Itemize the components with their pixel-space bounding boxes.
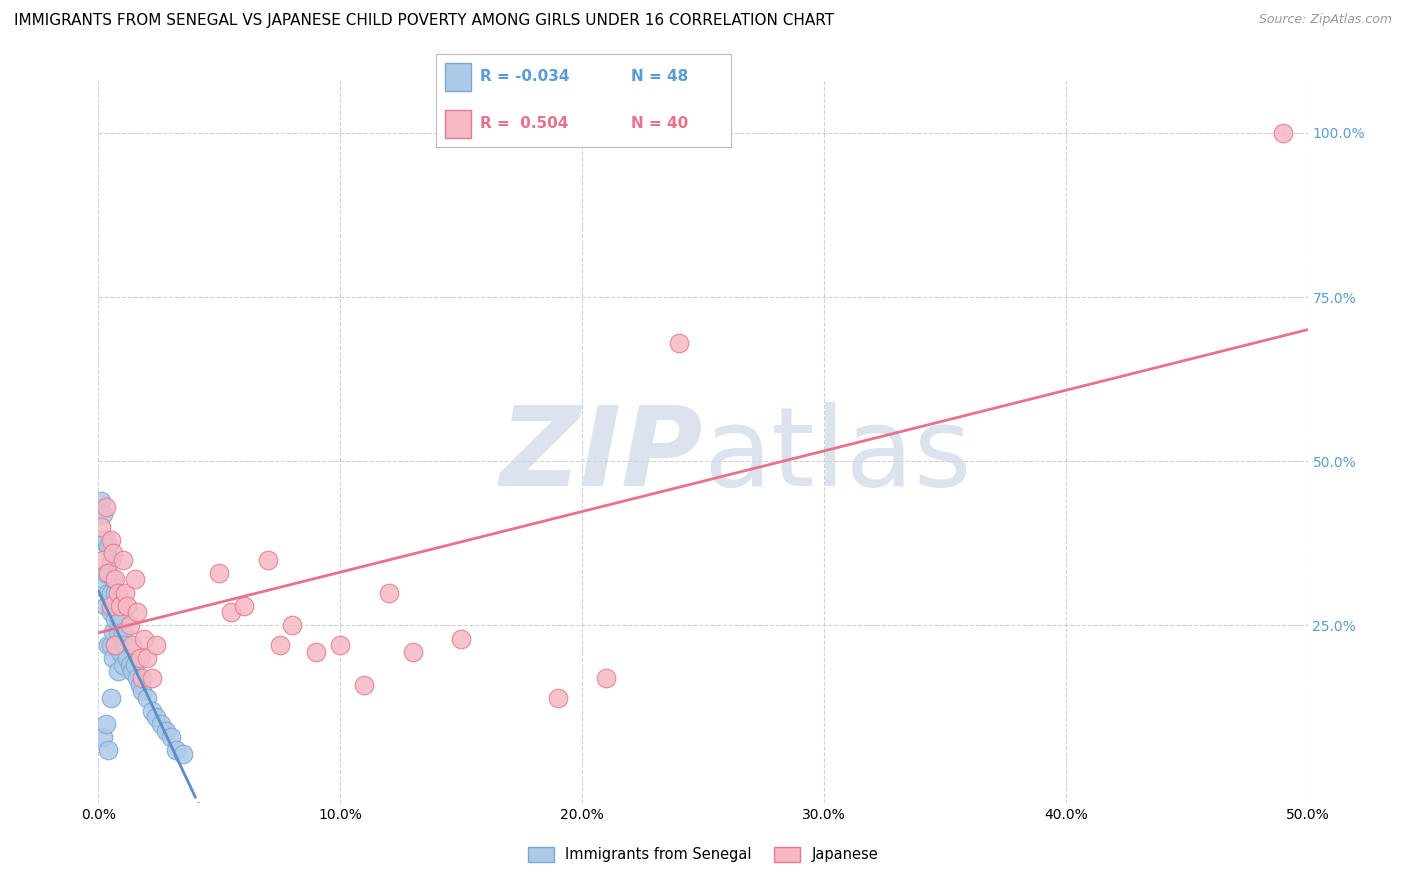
- Point: [94, 566, 117, 580]
- Point: [107, 625, 129, 640]
- Point: [97, 743, 120, 757]
- Point: [305, 645, 328, 659]
- Text: R = -0.034: R = -0.034: [481, 70, 569, 85]
- Point: [91, 507, 114, 521]
- Point: [91, 730, 114, 744]
- Point: [90, 493, 112, 508]
- Point: [100, 605, 122, 619]
- Point: [101, 546, 124, 560]
- Legend: Immigrants from Senegal, Japanese: Immigrants from Senegal, Japanese: [522, 841, 884, 868]
- Point: [97, 540, 120, 554]
- Text: N = 48: N = 48: [631, 70, 688, 85]
- Point: [329, 638, 352, 652]
- Text: Source: ZipAtlas.com: Source: ZipAtlas.com: [1258, 13, 1392, 27]
- Text: N = 40: N = 40: [631, 116, 688, 131]
- Point: [131, 671, 153, 685]
- Point: [353, 677, 375, 691]
- Point: [128, 651, 150, 665]
- Bar: [444, 63, 471, 91]
- Point: [150, 717, 173, 731]
- Point: [281, 618, 304, 632]
- Point: [97, 585, 120, 599]
- Point: [100, 585, 122, 599]
- Text: R =  0.504: R = 0.504: [481, 116, 568, 131]
- Point: [145, 710, 167, 724]
- Point: [104, 573, 127, 587]
- Point: [90, 533, 112, 547]
- Point: [108, 599, 131, 613]
- Point: [101, 625, 124, 640]
- Point: [100, 638, 122, 652]
- Point: [97, 566, 120, 580]
- Point: [90, 520, 112, 534]
- Point: [172, 747, 194, 761]
- Point: [104, 638, 127, 652]
- Point: [208, 566, 231, 580]
- Point: [128, 677, 150, 691]
- Point: [131, 684, 153, 698]
- Point: [117, 599, 139, 613]
- Point: [1272, 126, 1295, 140]
- Point: [124, 657, 146, 672]
- Point: [117, 651, 139, 665]
- Point: [377, 585, 399, 599]
- Point: [135, 690, 157, 705]
- Point: [127, 671, 149, 685]
- Point: [91, 553, 114, 567]
- Point: [232, 599, 254, 613]
- Point: [94, 500, 117, 515]
- Point: [111, 657, 134, 672]
- Point: [118, 618, 141, 632]
- Point: [94, 717, 117, 731]
- Bar: [444, 110, 471, 138]
- Point: [160, 730, 183, 744]
- Point: [121, 665, 143, 679]
- Point: [450, 632, 472, 646]
- Point: [118, 657, 141, 672]
- Point: [124, 573, 146, 587]
- Point: [101, 573, 124, 587]
- Point: [108, 645, 131, 659]
- Point: [94, 599, 117, 613]
- Point: [547, 690, 569, 705]
- Point: [94, 533, 117, 547]
- Point: [114, 638, 136, 652]
- Point: [104, 612, 127, 626]
- Point: [100, 690, 122, 705]
- Point: [100, 599, 122, 613]
- Point: [221, 605, 243, 619]
- Point: [668, 336, 690, 351]
- Point: [595, 671, 617, 685]
- Point: [256, 553, 278, 567]
- Point: [108, 612, 131, 626]
- Point: [127, 605, 149, 619]
- Point: [165, 743, 187, 757]
- Point: [107, 665, 129, 679]
- Point: [101, 651, 124, 665]
- Point: [97, 638, 120, 652]
- Point: [107, 585, 129, 599]
- Point: [111, 625, 134, 640]
- Point: [91, 573, 114, 587]
- Text: atlas: atlas: [703, 402, 972, 509]
- Point: [107, 599, 129, 613]
- Point: [121, 638, 143, 652]
- Point: [111, 553, 134, 567]
- Point: [104, 585, 127, 599]
- Point: [141, 704, 163, 718]
- Text: IMMIGRANTS FROM SENEGAL VS JAPANESE CHILD POVERTY AMONG GIRLS UNDER 16 CORRELATI: IMMIGRANTS FROM SENEGAL VS JAPANESE CHIL…: [14, 13, 834, 29]
- Point: [104, 638, 127, 652]
- Point: [155, 723, 177, 738]
- Point: [135, 651, 157, 665]
- Point: [101, 599, 124, 613]
- Point: [114, 585, 136, 599]
- Point: [134, 632, 156, 646]
- Point: [100, 553, 122, 567]
- Point: [402, 645, 425, 659]
- Point: [269, 638, 291, 652]
- Point: [145, 638, 167, 652]
- Point: [141, 671, 163, 685]
- Point: [100, 533, 122, 547]
- Text: ZIP: ZIP: [499, 402, 703, 509]
